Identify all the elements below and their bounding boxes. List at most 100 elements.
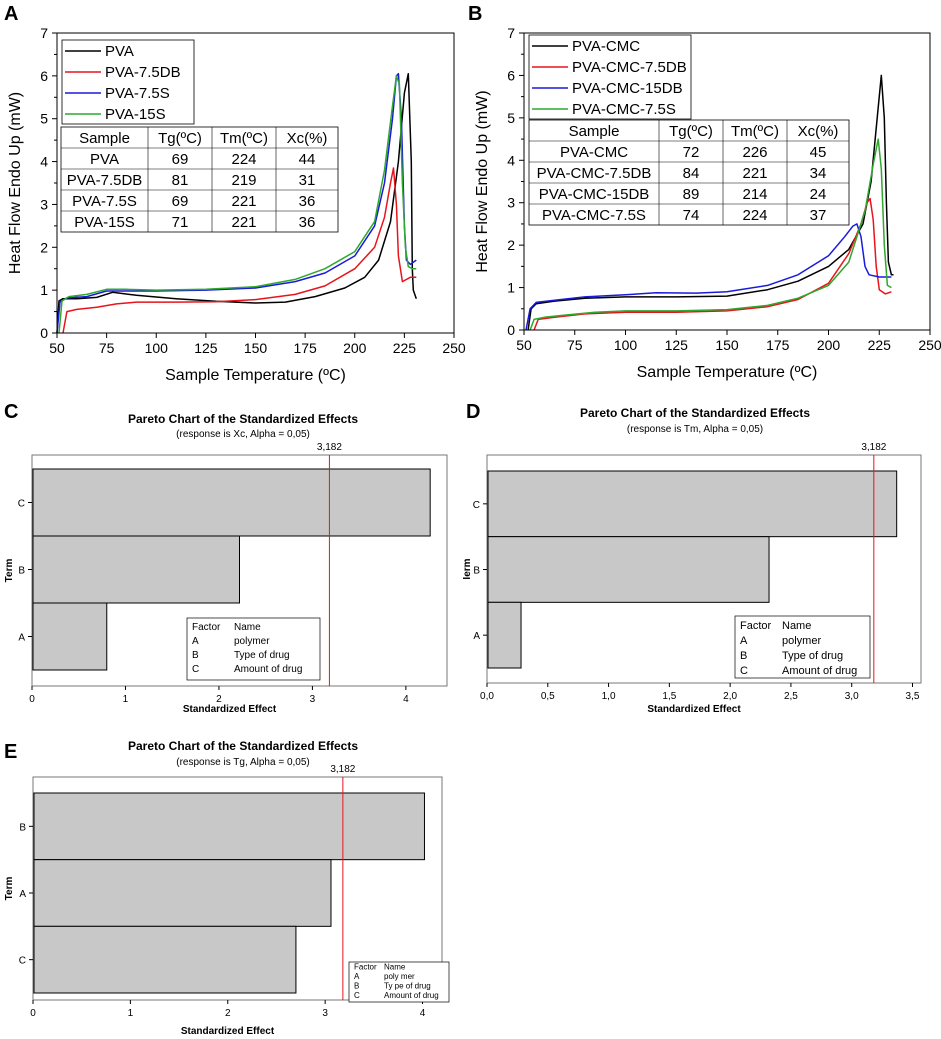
x-tick-label: 150	[715, 337, 739, 353]
data-table	[60, 126, 339, 233]
x-axis-label: Sample Temperature (ºC)	[165, 367, 346, 384]
x-tick-label: 125	[665, 337, 689, 353]
x-tick-label: 1,0	[602, 691, 616, 702]
x-tick-label: 1	[128, 1008, 134, 1019]
y-tick-label: 5	[40, 111, 48, 127]
term-label: C	[18, 499, 25, 510]
effect-bar	[487, 536, 770, 603]
table-cell: 89	[683, 186, 700, 203]
legend-factor-name: Ty pe of drug	[384, 982, 431, 991]
x-tick-label: 4	[403, 694, 409, 705]
x-tick-label: 150	[244, 340, 268, 356]
factor-legend-box	[734, 615, 871, 679]
table-cell: 221	[742, 165, 767, 182]
table-cell: PVA-CMC-7.5S	[542, 207, 646, 224]
legend-factor-name: polymer	[782, 635, 821, 647]
y-axis-label: Heat Flow Endo Up (mW)	[7, 92, 24, 274]
table-cell: 219	[231, 172, 256, 189]
legend-entry: PVA-CMC-7.5DB	[572, 59, 687, 76]
x-tick-label: 0	[29, 694, 35, 705]
series-line-4	[529, 138, 892, 331]
term-label: B	[473, 566, 480, 577]
table-header-cell: Xc(%)	[798, 123, 839, 140]
x-tick-label: 125	[194, 340, 218, 356]
x-tick-label: 225	[868, 337, 892, 353]
chart-title: Pareto Chart of the Standardized Effects	[128, 739, 358, 753]
term-label: C	[473, 500, 480, 511]
chart-title: Pareto Chart of the Standardized Effects	[128, 412, 358, 426]
series-line-3	[56, 72, 417, 334]
x-tick-label: 3,0	[845, 691, 859, 702]
table-header-cell: Tg(ºC)	[158, 130, 202, 147]
y-axis-label: Term	[4, 877, 15, 901]
legend-box	[528, 34, 692, 120]
panel-label-e: E	[4, 741, 17, 763]
x-tick-label: 225	[393, 340, 417, 356]
x-tick-label: 0	[30, 1008, 36, 1019]
legend-factor: C	[740, 665, 748, 677]
legend-factor-name: Amount of drug	[782, 665, 857, 677]
table-cell: 69	[172, 151, 189, 168]
reference-label: 3,182	[317, 442, 342, 453]
x-tick-label: 200	[343, 340, 367, 356]
term-label: A	[18, 633, 25, 644]
legend-factor: A	[740, 635, 748, 647]
y-tick-label: 4	[40, 154, 48, 170]
table-cell: 24	[810, 186, 827, 203]
series-line-2	[62, 167, 417, 334]
table-header-cell: Tm(ºC)	[731, 123, 779, 140]
legend-factor-name: Type of drug	[234, 650, 290, 661]
table-cell: 71	[172, 214, 189, 231]
table-cell: PVA-7.5DB	[67, 172, 143, 189]
legend-entry: PVA	[105, 43, 134, 60]
x-tick-label: 4	[420, 1008, 426, 1019]
pareto-chart-d: Pareto Chart of the Standardized Effects…	[462, 406, 922, 715]
legend-factor-name: poly mer	[384, 972, 415, 981]
y-tick-label: 5	[507, 110, 515, 126]
effect-bar	[487, 470, 898, 538]
x-axis-label: Standardized Effect	[181, 1026, 275, 1037]
x-axis-label: Standardized Effect	[183, 704, 277, 715]
x-tick-label: 50	[49, 340, 65, 356]
y-tick-label: 7	[507, 25, 515, 41]
table-cell: 226	[742, 144, 767, 161]
table-cell: 74	[683, 207, 700, 224]
x-tick-label: 75	[567, 337, 583, 353]
y-tick-label: 2	[40, 239, 48, 255]
x-tick-label: 3	[322, 1008, 328, 1019]
series-line-1	[527, 74, 894, 331]
legend-entry: PVA-CMC-7.5S	[572, 101, 676, 118]
legend-box	[61, 39, 195, 125]
pareto-chart-e: Pareto Chart of the Standardized Effects…	[4, 739, 450, 1037]
y-tick-label: 7	[40, 25, 48, 41]
legend-factor-name: polymer	[234, 636, 270, 647]
y-axis-label: Term	[4, 559, 15, 583]
legend-factor: B	[354, 982, 359, 991]
y-tick-label: 6	[507, 67, 515, 83]
x-tick-label: 100	[145, 340, 169, 356]
legend-entry: PVA-15S	[105, 106, 166, 123]
table-cell: 36	[299, 193, 316, 210]
x-axis-label: Sample Temperature (ºC)	[637, 364, 818, 381]
legend-factor-name: Amount of drug	[234, 664, 302, 675]
x-tick-label: 100	[614, 337, 638, 353]
x-tick-label: 175	[293, 340, 317, 356]
x-tick-label: 2,5	[784, 691, 798, 702]
table-cell: 224	[231, 151, 256, 168]
legend-entry: PVA-CMC-15DB	[572, 80, 683, 97]
x-tick-label: 3	[310, 694, 316, 705]
y-tick-label: 3	[507, 195, 515, 211]
table-cell: PVA-CMC-15DB	[539, 186, 650, 203]
legend-header: Factor	[192, 622, 221, 633]
table-cell: PVA-CMC-7.5DB	[537, 165, 652, 182]
legend-header: Factor	[740, 620, 772, 632]
term-label: C	[19, 956, 26, 967]
chart-subtitle: (response is Xc, Alpha = 0,05)	[176, 429, 310, 440]
series-line-4	[58, 75, 417, 334]
panel-label-b: B	[468, 3, 482, 25]
y-tick-label: 3	[40, 196, 48, 212]
effect-bar	[33, 925, 297, 994]
x-tick-label: 75	[99, 340, 115, 356]
legend-header: Name	[782, 620, 811, 632]
x-tick-label: 0,0	[480, 691, 494, 702]
